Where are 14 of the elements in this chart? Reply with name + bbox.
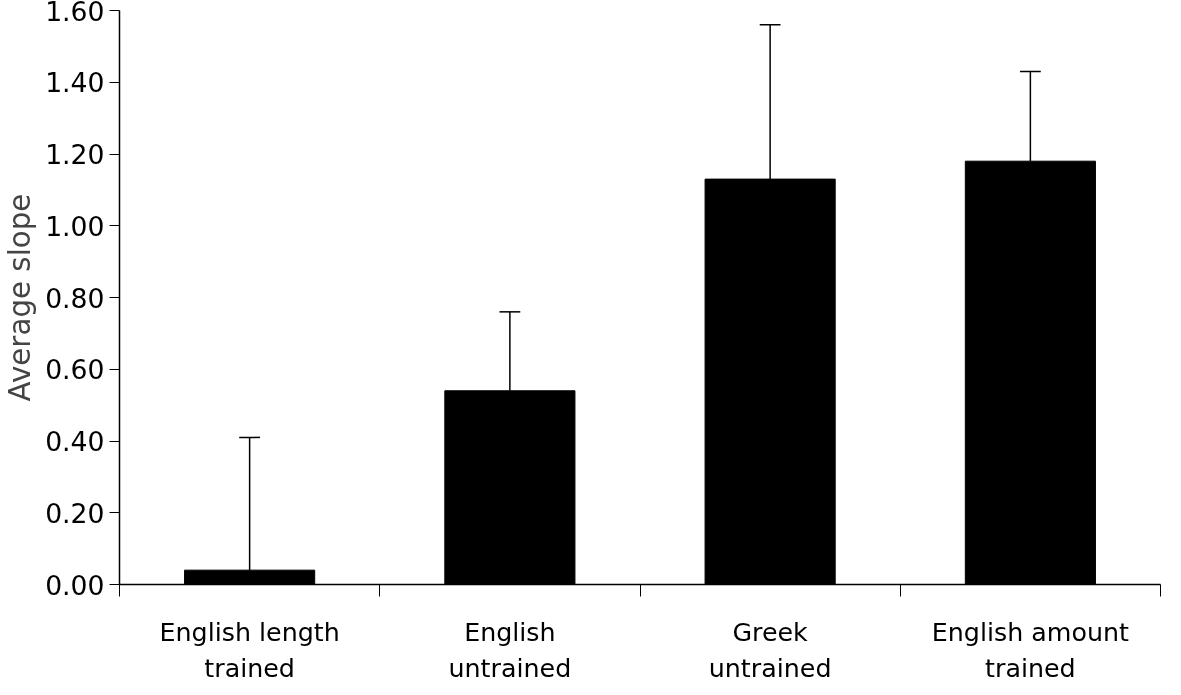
y-tick-label: 0.60 xyxy=(45,354,105,386)
y-tick-label: 0.40 xyxy=(45,426,105,457)
y-axis-title: Average slope xyxy=(3,193,38,402)
y-tick-label: 1.40 xyxy=(45,67,105,99)
y-tick-label: 1.60 xyxy=(45,0,105,27)
y-tick-label: 1.20 xyxy=(45,139,105,170)
x-tick-label: English untrained xyxy=(448,616,572,683)
x-tick-label: English amount trained xyxy=(931,616,1130,683)
y-tick-label: 0.80 xyxy=(45,282,105,314)
x-tick-label: Greek untrained xyxy=(708,616,832,683)
x-tick-label: English length trained xyxy=(159,616,340,683)
y-tick-label: 1.00 xyxy=(45,210,105,242)
y-tick-label: 0.20 xyxy=(45,497,105,529)
y-tick-label: 0.00 xyxy=(45,569,105,601)
